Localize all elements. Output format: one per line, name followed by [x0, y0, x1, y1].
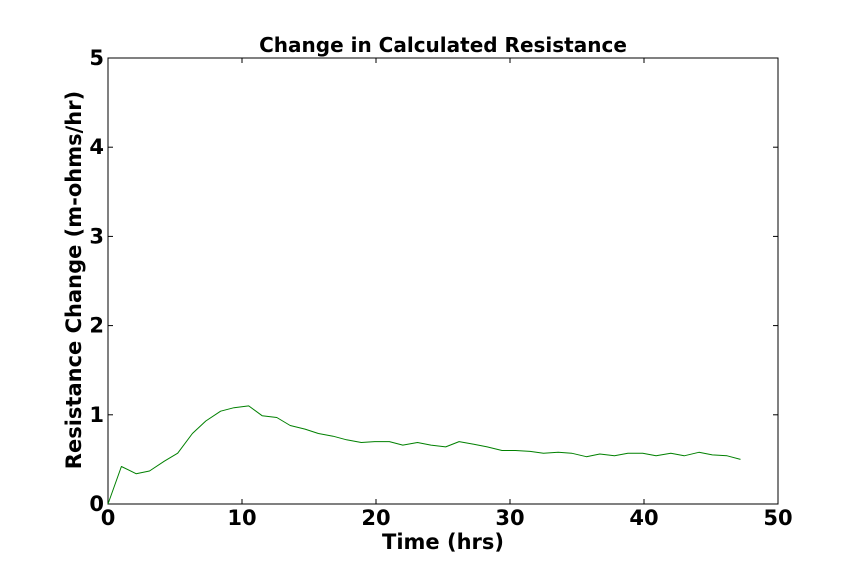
x-tick-label: 30 [495, 506, 524, 530]
y-tick-label: 4 [89, 135, 104, 159]
x-tick-label: 0 [101, 506, 116, 530]
y-tick-label: 5 [89, 46, 104, 70]
series-layer [107, 405, 741, 505]
x-tick-label: 50 [763, 506, 792, 530]
y-axis-ticks: 0 1 2 3 4 5 [89, 46, 778, 516]
x-axis-label: Time (hrs) [382, 530, 504, 554]
y-tick-label: 2 [89, 314, 104, 338]
x-tick-label: 10 [227, 506, 256, 530]
plot-area: 0 10 20 30 40 50 0 1 2 3 4 5 [89, 46, 792, 530]
x-tick-label: 40 [629, 506, 658, 530]
y-tick-label: 0 [89, 492, 104, 516]
chart-title: Change in Calculated Resistance [259, 33, 627, 57]
x-tick-label: 20 [361, 506, 390, 530]
y-tick-label: 1 [89, 403, 104, 427]
y-tick-label: 3 [89, 224, 104, 248]
x-axis-ticks: 0 10 20 30 40 50 [101, 58, 793, 530]
plot-frame [107, 57, 779, 505]
series-line [107, 405, 741, 505]
y-axis-label: Resistance Change (m-ohms/hr) [62, 91, 86, 469]
